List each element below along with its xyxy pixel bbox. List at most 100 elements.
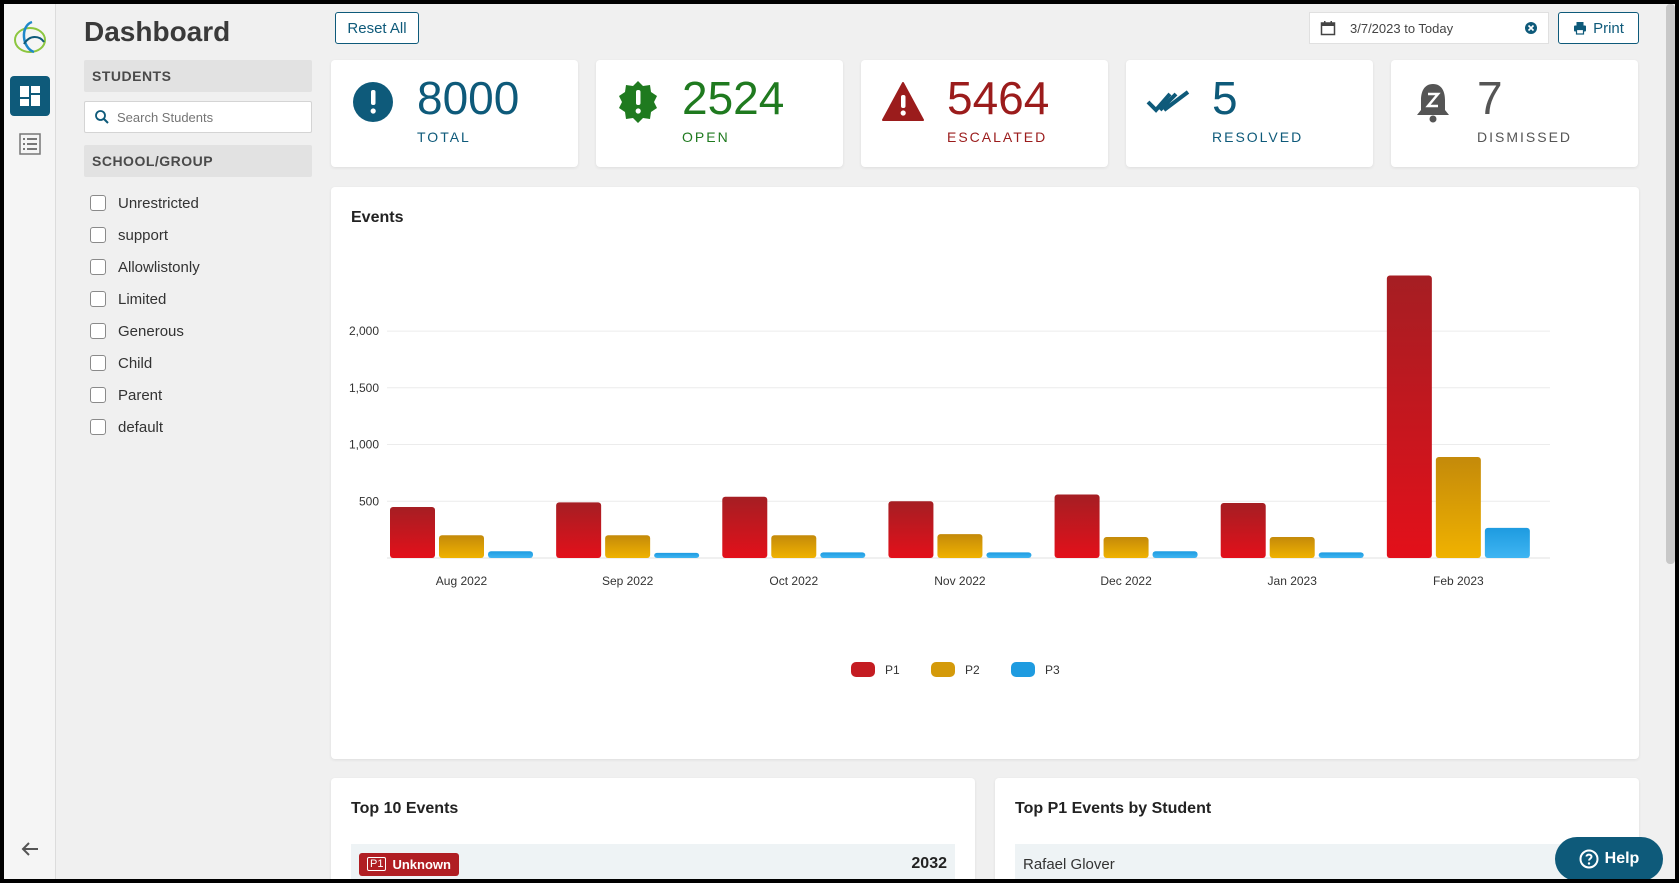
bar-p3-4[interactable] bbox=[1152, 551, 1198, 558]
stat-value: 8000 bbox=[417, 72, 520, 124]
student-name: Rafael Glover bbox=[1023, 855, 1115, 873]
top-events-card: Top 10 Events P1 Unknown 2032 bbox=[331, 778, 975, 879]
checkbox-label: Allowlistonly bbox=[118, 258, 200, 276]
stat-card-open[interactable]: 2524 OPEN bbox=[596, 60, 843, 167]
stat-card-total[interactable]: 8000 TOTAL bbox=[331, 60, 578, 167]
clear-date-icon[interactable] bbox=[1524, 21, 1538, 35]
print-button[interactable]: Print bbox=[1558, 12, 1639, 44]
checkbox[interactable] bbox=[90, 387, 106, 403]
bar-p1-2[interactable] bbox=[722, 496, 768, 558]
bar-p3-5[interactable] bbox=[1318, 552, 1364, 558]
reset-all-button[interactable]: Reset All bbox=[335, 12, 419, 44]
group-checkbox-list: Unrestricted support Allowlistonly Limited G… bbox=[90, 187, 200, 443]
event-count: 2032 bbox=[911, 855, 947, 872]
group-checkbox-item[interactable]: Parent bbox=[90, 379, 200, 411]
bar-p2-1[interactable] bbox=[605, 535, 651, 558]
bar-p2-4[interactable] bbox=[1103, 537, 1149, 558]
collapse-arrow-icon[interactable] bbox=[18, 837, 42, 861]
student-row[interactable]: Rafael Glover bbox=[1015, 844, 1619, 879]
stat-card-dismissed[interactable]: 7 DISMISSED bbox=[1391, 60, 1638, 167]
search-students-field[interactable] bbox=[84, 101, 312, 133]
bar-p3-2[interactable] bbox=[820, 552, 866, 558]
snooze-bell-icon bbox=[1417, 84, 1449, 123]
legend-swatch-p2[interactable] bbox=[931, 662, 955, 677]
stat-card-escalated[interactable]: 5464 ESCALATED bbox=[861, 60, 1108, 167]
legend-label[interactable]: P1 bbox=[885, 663, 900, 677]
top-event-row[interactable]: P1 Unknown 2032 bbox=[351, 844, 955, 879]
bar-p2-5[interactable] bbox=[1269, 537, 1315, 558]
bar-p3-1[interactable] bbox=[654, 552, 700, 558]
warning-triangle-icon bbox=[882, 82, 924, 121]
printer-icon bbox=[1574, 22, 1587, 35]
bar-p2-6[interactable] bbox=[1435, 457, 1481, 558]
bar-p2-2[interactable] bbox=[771, 535, 817, 558]
bar-p1-0[interactable] bbox=[390, 506, 435, 558]
bar-p1-6[interactable] bbox=[1386, 275, 1432, 558]
app-window: Dashboard STUDENTS SCHOOL/GROUP Unrestri… bbox=[4, 4, 1675, 879]
bar-p1-5[interactable] bbox=[1220, 502, 1266, 558]
x-tick-label: Oct 2022 bbox=[769, 574, 818, 588]
checkbox[interactable] bbox=[90, 355, 106, 371]
date-range-text: 3/7/2023 to Today bbox=[1350, 20, 1454, 36]
page-scrollbar[interactable] bbox=[1666, 4, 1675, 564]
search-icon bbox=[95, 110, 109, 124]
top-p1-title: Top P1 Events by Student bbox=[1015, 800, 1212, 817]
events-chart-card: Events 500 1,000 1,500 2,000 Aug 2022 Sep 202… bbox=[331, 187, 1639, 759]
app-logo-icon bbox=[14, 20, 46, 54]
exclamation-badge-icon bbox=[619, 81, 657, 123]
checkbox[interactable] bbox=[90, 323, 106, 339]
stat-label: ESCALATED bbox=[947, 129, 1048, 145]
list-nav-button[interactable] bbox=[10, 124, 50, 164]
group-checkbox-item[interactable]: Allowlistonly bbox=[90, 251, 200, 283]
group-checkbox-item[interactable]: support bbox=[90, 219, 200, 251]
help-icon bbox=[1579, 849, 1599, 869]
bar-p2-0[interactable] bbox=[439, 535, 484, 558]
stat-card-resolved[interactable]: 5 RESOLVED bbox=[1126, 60, 1373, 167]
legend-swatch-p3[interactable] bbox=[1011, 662, 1035, 677]
group-checkbox-item[interactable]: Unrestricted bbox=[90, 187, 200, 219]
checkbox-label: Child bbox=[118, 354, 153, 372]
checkbox-label: Limited bbox=[118, 290, 167, 308]
stat-value: 7 bbox=[1477, 72, 1503, 124]
dashboard-nav-button[interactable] bbox=[10, 76, 50, 116]
help-button[interactable]: Help bbox=[1555, 837, 1663, 879]
legend-label[interactable]: P2 bbox=[965, 663, 980, 677]
stat-label: DISMISSED bbox=[1477, 129, 1573, 145]
checkbox[interactable] bbox=[90, 291, 106, 307]
bar-p1-1[interactable] bbox=[556, 502, 602, 558]
checkbox[interactable] bbox=[90, 195, 106, 211]
checkbox[interactable] bbox=[90, 259, 106, 275]
checkbox[interactable] bbox=[90, 419, 106, 435]
priority-tag: P1 bbox=[367, 857, 387, 871]
legend-swatch-p1[interactable] bbox=[851, 662, 875, 677]
top-p1-students-card: Top P1 Events by Student Rafael Glover bbox=[995, 778, 1639, 879]
y-tick-label: 2,000 bbox=[349, 324, 379, 338]
dashboard-icon bbox=[20, 86, 40, 106]
bar-p2-3[interactable] bbox=[937, 534, 983, 558]
nav-rail bbox=[4, 4, 56, 879]
bar-p3-0[interactable] bbox=[488, 551, 533, 558]
group-checkbox-item[interactable]: Child bbox=[90, 347, 200, 379]
stat-value: 2524 bbox=[682, 72, 785, 124]
legend-label[interactable]: P3 bbox=[1045, 663, 1060, 677]
stat-label: RESOLVED bbox=[1212, 129, 1304, 145]
stat-label: OPEN bbox=[682, 129, 730, 145]
y-tick-label: 500 bbox=[359, 494, 379, 508]
x-tick-label: Aug 2022 bbox=[436, 574, 488, 588]
date-range-picker[interactable]: 3/7/2023 to Today bbox=[1309, 12, 1549, 44]
checkbox[interactable] bbox=[90, 227, 106, 243]
group-checkbox-item[interactable]: Generous bbox=[90, 315, 200, 347]
group-checkbox-item[interactable]: Limited bbox=[90, 283, 200, 315]
exclamation-circle-icon bbox=[353, 82, 393, 122]
priority-badge: P1 Unknown bbox=[359, 852, 459, 876]
x-tick-label: Dec 2022 bbox=[1100, 574, 1152, 588]
bar-p1-4[interactable] bbox=[1054, 494, 1100, 558]
bar-p3-3[interactable] bbox=[986, 552, 1032, 558]
group-checkbox-item[interactable]: default bbox=[90, 411, 200, 443]
bar-p3-6[interactable] bbox=[1484, 527, 1530, 558]
x-tick-label: Nov 2022 bbox=[934, 574, 986, 588]
search-students-input[interactable] bbox=[117, 109, 307, 125]
bar-p1-3[interactable] bbox=[888, 501, 934, 558]
stat-value: 5 bbox=[1212, 72, 1238, 124]
events-title: Events bbox=[351, 209, 404, 226]
